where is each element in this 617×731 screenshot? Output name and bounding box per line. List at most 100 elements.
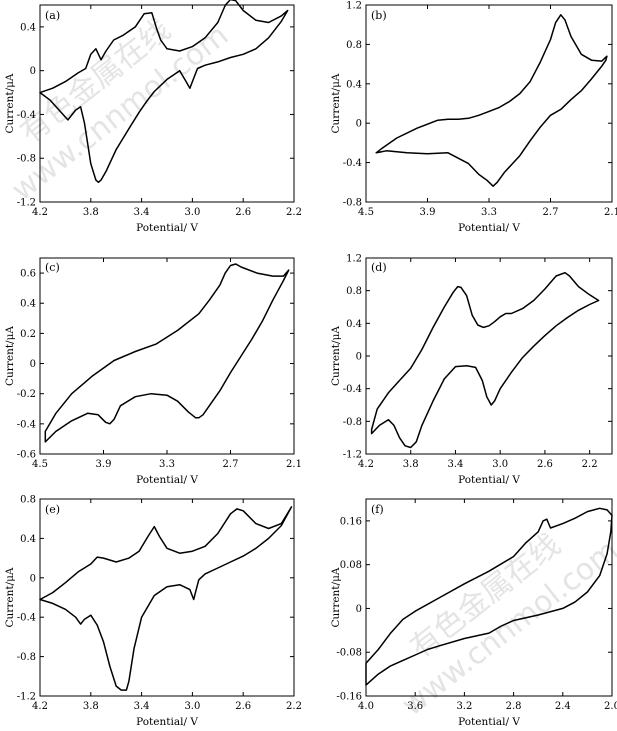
cv-curve [365, 507, 613, 686]
y-tick-label: 0.6 [20, 269, 36, 280]
y-tick-label: -0.6 [17, 450, 36, 461]
x-axis-title: Potential/ V [136, 222, 198, 234]
y-tick-label: 0.4 [20, 299, 36, 310]
cv-curve [39, 0, 289, 184]
cv-curve [44, 263, 290, 443]
y-tick-label: 0 [356, 352, 362, 363]
y-tick-label: 1.2 [346, 254, 362, 265]
plot-frame [39, 257, 295, 455]
x-tick-label: 4.2 [32, 701, 48, 712]
y-tick-label: 0 [30, 66, 36, 77]
x-tick-label: 4.2 [32, 207, 48, 218]
x-tick-label: 2.2 [286, 207, 302, 218]
y-tick-label: -0.8 [343, 417, 362, 428]
x-tick-label: 3.4 [448, 459, 464, 470]
y-tick-label: 0 [356, 604, 362, 615]
chart-panel: 4.2 3.8 3.4 3.0 2.6 2.2 -1.2 -0.8 -0.4 0 0.4 Potent… [4, 0, 302, 234]
x-tick-label: 3.2 [456, 701, 472, 712]
y-tick-label: 0 [30, 359, 36, 370]
x-axis-title: Potential/ V [136, 716, 198, 728]
x-tick-label: 3.6 [407, 701, 423, 712]
y-tick-label: 0.8 [346, 286, 362, 297]
chart-panel: 4.5 3.9 3.3 2.7 2.1 -0.8 -0.4 0 0.4 0.8 1.2 Potenti… [330, 1, 617, 235]
y-tick-label: 0 [30, 573, 36, 584]
x-tick-label: 3.8 [83, 207, 99, 218]
y-tick-label: 0.4 [20, 534, 36, 545]
plot-frame [365, 498, 613, 697]
x-tick-label: 2.0 [604, 701, 617, 712]
y-axis-title: Current/μA [330, 326, 342, 386]
x-tick-label: 2.6 [235, 207, 251, 218]
y-axis-title: Current/μA [4, 73, 16, 133]
y-axis-title: Current/μA [4, 567, 16, 627]
y-tick-label: -0.08 [336, 648, 362, 659]
y-tick-label: 1.2 [346, 1, 362, 12]
x-tick-label: 4.5 [32, 459, 48, 470]
y-tick-label: 0.16 [340, 516, 362, 527]
x-axis-title: Potential/ V [458, 222, 520, 234]
cv-curve [375, 14, 608, 187]
y-tick-label: -0.4 [17, 110, 36, 121]
x-tick-label: 3.3 [481, 207, 497, 218]
x-tick-label: 4.2 [358, 459, 374, 470]
cv-curve [370, 271, 600, 449]
x-tick-label: 3.4 [134, 701, 150, 712]
y-tick-label: -1.2 [17, 692, 36, 703]
y-tick-label: 0.4 [346, 319, 362, 330]
x-tick-label: 3.8 [403, 459, 419, 470]
x-tick-label: 2.2 [286, 701, 302, 712]
y-tick-label: 0.4 [346, 79, 362, 90]
y-tick-label: 0.8 [346, 40, 362, 51]
x-tick-label: 2.1 [286, 459, 302, 470]
y-axis-title: Current/μA [330, 567, 342, 627]
plot-frame [365, 4, 613, 203]
y-tick-label: -0.4 [17, 613, 36, 624]
x-tick-label: 2.2 [582, 459, 598, 470]
x-tick-label: 3.0 [184, 207, 200, 218]
y-tick-label: 0 [356, 119, 362, 130]
x-axis-title: Potential/ V [458, 716, 520, 728]
y-axis-title: Current/μA [330, 73, 342, 133]
plot-frame [39, 498, 295, 697]
chart-panel: 4.5 3.9 3.3 2.7 2.1 -0.6 -0.4 -0.2 0 0.2 0.4 0.6 Pot… [4, 257, 302, 486]
y-tick-label: -0.8 [17, 154, 36, 165]
y-tick-label: -0.16 [336, 692, 362, 703]
panel-letter: (e) [45, 503, 60, 516]
chart-panel: 4.2 3.8 3.4 3.0 2.6 2.2 -1.2 -0.8 -0.4 0 0.4 0.8 Pot… [4, 495, 302, 729]
x-tick-label: 2.4 [555, 701, 571, 712]
chart-panel: 4.2 3.8 3.4 3.0 2.6 2.2 -1.2 -0.8 -0.4 0 0.4 0.8 1.2… [330, 254, 613, 486]
plot-frame [39, 4, 295, 203]
x-axis-title: Potential/ V [136, 474, 198, 486]
x-tick-label: 4.5 [358, 207, 374, 218]
y-tick-label: -0.4 [343, 384, 362, 395]
x-tick-label: 2.6 [537, 459, 553, 470]
x-tick-label: 2.7 [543, 207, 559, 218]
x-tick-label: 2.6 [235, 701, 251, 712]
panel-letter: (c) [45, 261, 60, 274]
y-tick-label: 0.2 [20, 329, 36, 340]
y-tick-label: 0.08 [340, 560, 362, 571]
panel-letter: (a) [45, 9, 60, 22]
x-axis-title: Potential/ V [458, 474, 520, 486]
x-tick-label: 3.0 [492, 459, 508, 470]
y-tick-label: 0.4 [20, 22, 36, 33]
y-tick-label: 0.8 [20, 495, 36, 506]
y-tick-label: -0.2 [17, 389, 36, 400]
x-tick-label: 2.8 [506, 701, 522, 712]
y-axis-title: Current/μA [4, 326, 16, 386]
cv-curve [39, 506, 293, 691]
y-tick-label: -0.8 [343, 198, 362, 209]
panel-letter: (f) [371, 503, 384, 516]
x-tick-label: 3.4 [134, 207, 150, 218]
plot-frame [365, 257, 613, 455]
x-tick-label: 3.0 [184, 701, 200, 712]
x-tick-label: 2.1 [604, 207, 617, 218]
x-tick-label: 3.3 [159, 459, 175, 470]
chart-panel: 4.0 3.6 3.2 2.8 2.4 2.0 -0.16 -0.08 0 0.08 0.16 Pot… [330, 498, 617, 728]
y-tick-label: -0.4 [343, 158, 362, 169]
x-tick-label: 4.0 [358, 701, 374, 712]
panel-letter: (b) [371, 9, 387, 22]
panel-letter: (d) [371, 261, 387, 274]
